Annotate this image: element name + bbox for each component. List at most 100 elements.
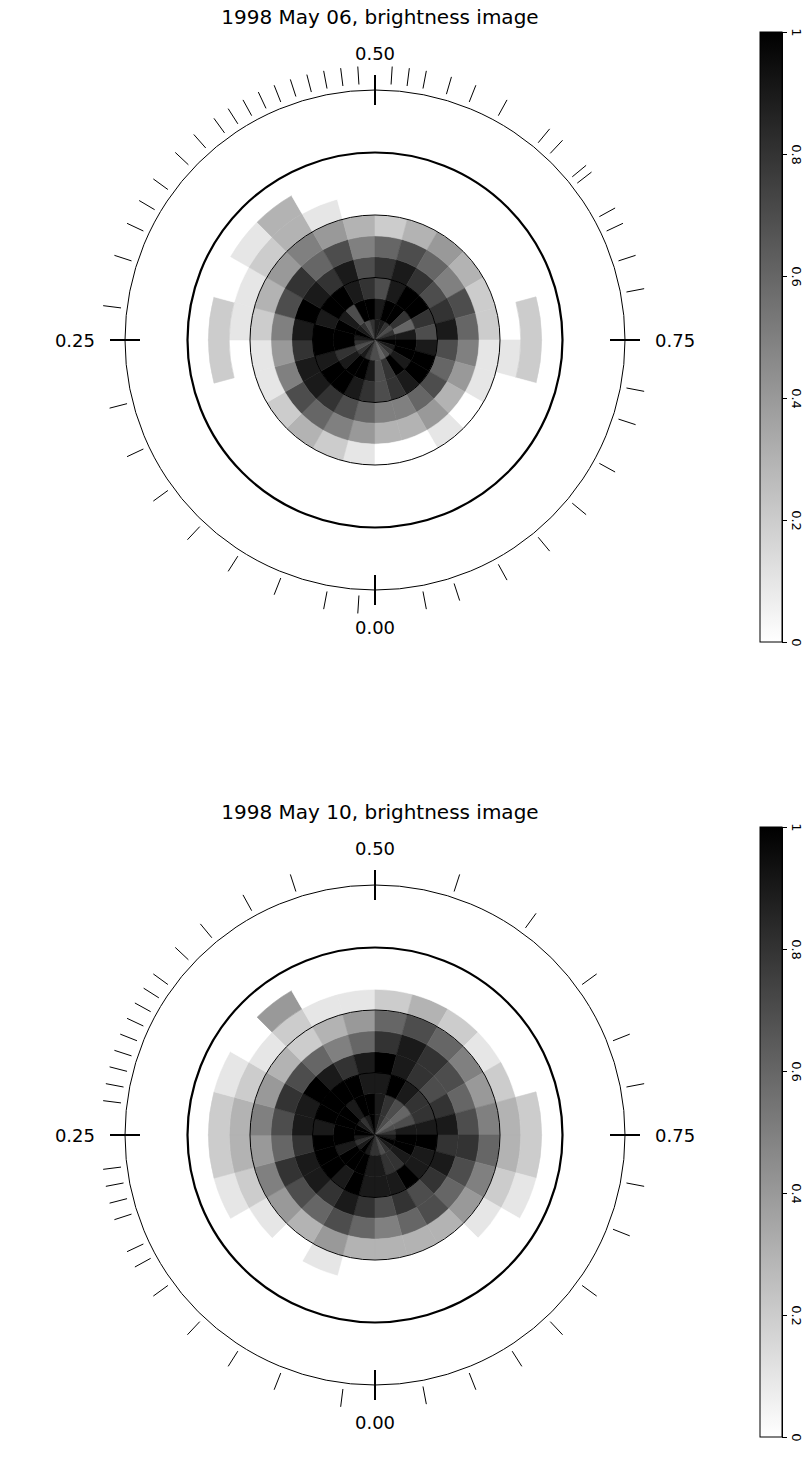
cell bbox=[375, 420, 402, 444]
colorbar-tick: 0.6 bbox=[782, 1061, 804, 1082]
phase-tick bbox=[228, 109, 238, 124]
cell bbox=[375, 1155, 386, 1177]
phase-tick bbox=[290, 79, 296, 96]
colorbar-tick-mark bbox=[782, 276, 787, 277]
colorbar-tick-label: 1 bbox=[789, 28, 804, 36]
polar-map: 0.000.250.500.75 bbox=[55, 43, 695, 638]
phase-tick bbox=[582, 1285, 597, 1296]
tick-label: 0.75 bbox=[655, 1125, 695, 1146]
panel: 1998 May 10, brightness image0.000.250.5… bbox=[55, 800, 804, 1442]
cell bbox=[313, 1135, 335, 1151]
cell bbox=[516, 340, 542, 383]
phase-tick bbox=[127, 1018, 143, 1026]
phase-tick bbox=[103, 1101, 121, 1103]
tick-label: 0.00 bbox=[355, 617, 395, 638]
figure: 1998 May 06, brightness image0.000.250.5… bbox=[0, 0, 808, 1457]
colorbar-tick: 1 bbox=[782, 823, 804, 831]
phase-tick bbox=[391, 67, 392, 85]
phase-tick bbox=[187, 527, 199, 540]
colorbar-tick: 0.6 bbox=[782, 266, 804, 287]
phase-tick bbox=[114, 1050, 131, 1056]
phase-tick bbox=[469, 85, 476, 102]
phase-tick bbox=[538, 537, 549, 551]
phase-tick bbox=[572, 165, 586, 176]
phase-tick bbox=[153, 490, 168, 501]
tick-label: 0.50 bbox=[355, 43, 395, 64]
cell bbox=[353, 257, 375, 280]
cell bbox=[250, 1135, 274, 1167]
phase-tick bbox=[572, 503, 586, 514]
cell bbox=[375, 1135, 385, 1155]
colorbar-tick-label: 0.4 bbox=[789, 1183, 804, 1204]
colorbar-tick-label: 0.2 bbox=[789, 510, 804, 531]
cell bbox=[375, 360, 386, 382]
latitude-circle bbox=[188, 948, 563, 1323]
axis-tick bbox=[374, 1370, 376, 1400]
tick-label: 0.00 bbox=[355, 1412, 395, 1433]
phase-tick bbox=[618, 419, 635, 425]
cell bbox=[476, 340, 500, 372]
phase-tick bbox=[582, 974, 597, 985]
cell bbox=[516, 297, 542, 340]
cell bbox=[501, 257, 536, 303]
colorbar-tick-label: 0.4 bbox=[789, 388, 804, 409]
cell bbox=[365, 320, 375, 340]
phase-tick bbox=[214, 118, 225, 133]
phase-tick bbox=[407, 68, 409, 86]
colorbar-tick-label: 0.8 bbox=[789, 144, 804, 165]
tick-label: 0.50 bbox=[355, 838, 395, 859]
cell bbox=[343, 1010, 375, 1034]
phase-tick bbox=[114, 1214, 131, 1220]
latitude-circle bbox=[250, 1010, 500, 1260]
colorbar-tick-mark bbox=[782, 154, 787, 155]
colorbar-axis-line bbox=[783, 828, 788, 1438]
phase-tick bbox=[446, 77, 451, 94]
cell bbox=[455, 313, 479, 340]
cell bbox=[375, 215, 407, 239]
cell bbox=[292, 340, 315, 362]
phase-tick bbox=[135, 1258, 151, 1267]
phase-tick bbox=[127, 1244, 143, 1252]
cell bbox=[516, 1135, 542, 1178]
colorbar-tick: 0.2 bbox=[782, 510, 804, 531]
phase-tick bbox=[103, 1167, 121, 1169]
cell bbox=[214, 1173, 249, 1219]
phase-tick bbox=[153, 179, 168, 190]
phase-tick bbox=[341, 1389, 343, 1407]
phase-tick bbox=[187, 1322, 199, 1335]
phase-tick bbox=[153, 1285, 168, 1296]
tick-label: 0.75 bbox=[655, 330, 695, 351]
colorbar-tick: 0.4 bbox=[782, 388, 804, 409]
cell bbox=[375, 441, 407, 465]
cell bbox=[476, 1103, 500, 1135]
cell bbox=[343, 441, 375, 465]
colorbar-axis: 00.20.40.60.81 bbox=[782, 823, 804, 1441]
cell bbox=[343, 1236, 375, 1260]
cell bbox=[375, 330, 395, 340]
phase-tick bbox=[538, 129, 549, 143]
phase-tick bbox=[626, 388, 644, 391]
cell bbox=[343, 215, 375, 239]
axis-tick bbox=[374, 75, 376, 105]
colorbar-tick-label: 0.8 bbox=[789, 939, 804, 960]
phase-tick bbox=[127, 223, 143, 231]
colorbar-tick: 0.4 bbox=[782, 1183, 804, 1204]
phase-tick bbox=[525, 913, 536, 928]
axis-tick bbox=[110, 1134, 140, 1136]
cell bbox=[375, 1215, 402, 1239]
phase-tick bbox=[200, 924, 211, 938]
cell bbox=[375, 1125, 395, 1135]
tick-label: 0.25 bbox=[55, 1125, 95, 1146]
cell bbox=[354, 340, 375, 345]
colorbar-tick-label: 0 bbox=[789, 1433, 804, 1441]
cell bbox=[375, 400, 397, 423]
cell bbox=[516, 1092, 542, 1135]
colorbar-fill bbox=[760, 827, 782, 1437]
cell bbox=[359, 278, 375, 300]
colorbar-tick-mark bbox=[782, 398, 787, 399]
phase-tick bbox=[454, 583, 460, 600]
phase-tick bbox=[243, 895, 252, 911]
colorbar-tick: 0.8 bbox=[782, 939, 804, 960]
colorbar-tick-mark bbox=[782, 520, 787, 521]
cell bbox=[501, 1052, 536, 1098]
